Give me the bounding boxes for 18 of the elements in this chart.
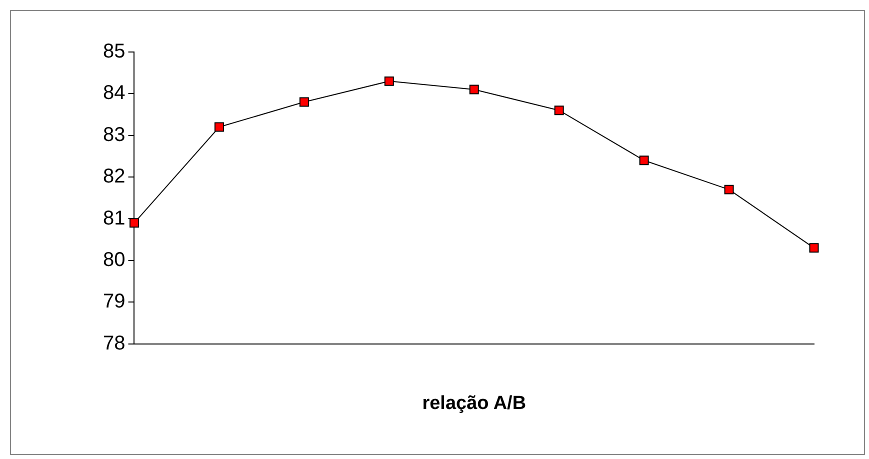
y-tick-label: 85 [102,40,126,63]
y-tick-label: 83 [102,124,126,146]
y-tick-label: 80 [102,248,126,271]
y-tick-label: 81 [102,207,126,230]
point [469,84,479,94]
point [299,97,309,107]
point [809,243,819,253]
y-tick-label: 84 [102,82,126,104]
y-tick-label: 79 [102,290,126,313]
point [384,76,394,86]
point [554,106,564,116]
point [724,184,734,194]
point [639,156,649,166]
x-axis-title: relação A/B [422,392,526,414]
y-tick-label: 78 [102,332,126,354]
point [130,218,139,228]
y-tick-label: 82 [102,166,126,188]
point [214,122,224,132]
